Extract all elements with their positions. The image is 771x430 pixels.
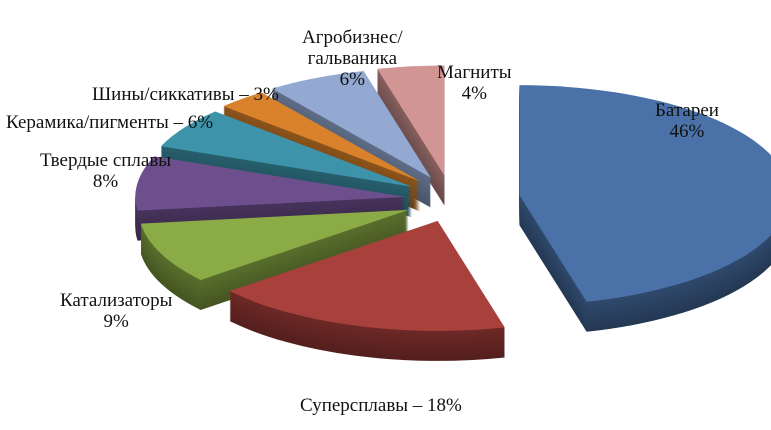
- pie-slice-0: [519, 85, 771, 332]
- label-magnets: Магниты 4%: [437, 62, 512, 104]
- label-superalloys: Суперсплавы – 18%: [300, 395, 462, 416]
- pie-slice-3: [135, 156, 406, 241]
- slice-top: [135, 156, 406, 211]
- label-hard-alloys: Твердые сплавы 8%: [40, 150, 172, 192]
- slice-top: [160, 111, 413, 187]
- slice-top: [140, 209, 409, 280]
- slice-top: [229, 220, 505, 331]
- label-agro: Агробизнес/гальваника 6%: [302, 27, 403, 90]
- slice-top: [377, 65, 445, 176]
- pie-slice-1: [229, 220, 505, 361]
- pie-slice-2: [140, 209, 409, 310]
- slice-top: [223, 92, 421, 182]
- label-ceramics: Керамика/пигменты – 6%: [6, 112, 214, 133]
- slice-top: [272, 71, 431, 178]
- label-tires: Шины/сиккативы – 3%: [92, 84, 279, 105]
- label-batteries: Батареи 46%: [655, 100, 719, 142]
- label-catalysts: Катализаторы 9%: [60, 290, 173, 332]
- slice-top: [519, 85, 771, 302]
- pie-slice-4: [160, 111, 413, 217]
